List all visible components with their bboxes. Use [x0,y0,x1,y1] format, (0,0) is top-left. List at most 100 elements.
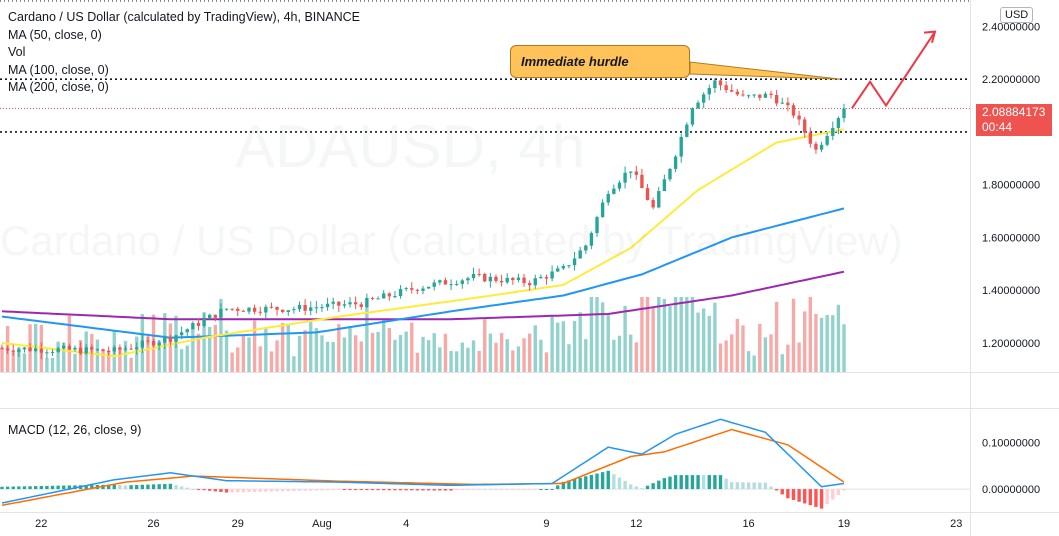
last-price-tag: 2.08884173 00:44 [976,104,1052,136]
volume-bar [185,345,189,372]
volume-bar [668,306,672,372]
symbol-title[interactable]: Cardano / US Dollar (calculated by Tradi… [8,10,361,24]
macd-histogram-bar [836,489,841,495]
candle-body [415,289,420,291]
volume-bar [752,355,756,372]
volume-bar [370,332,375,372]
candle-body [612,188,616,194]
volume-bar [634,342,638,372]
candle-body [814,143,818,150]
candle-body [600,202,605,218]
volume-bar [578,312,582,372]
macd-histogram-bar [774,489,779,491]
volume-bar [404,331,408,372]
candle-body [370,297,375,299]
candle-body [443,280,448,285]
macd-histogram-bar [662,478,667,490]
volume-bar [264,327,268,372]
volume-bar [831,315,835,372]
volume-bar [320,335,324,372]
candle-body [297,305,302,310]
volume-bar [376,331,380,372]
volume-bar [56,341,60,372]
volume-bar [275,340,279,372]
candle-body [511,277,515,281]
price-tick-label: 2.40000000 [982,21,1040,33]
time-tick-label: 26 [147,518,159,530]
macd-histogram-bar [185,487,189,490]
macd-line [1,418,845,504]
macd-tick-label: 0.10000000 [982,438,1040,450]
macd-histogram-bar [606,470,610,490]
candle-body [342,304,347,306]
macd-histogram-bar [713,475,717,490]
volume-bar [123,340,128,372]
macd-histogram-bar [634,486,638,490]
volume-bar [213,325,217,372]
time-tick-label: 23 [950,518,962,530]
candle-body [365,297,369,307]
macd-legend[interactable]: MACD (12, 26, close, 9) [8,423,142,437]
macd-histogram-bar [477,489,481,491]
macd-histogram-bar [398,489,403,491]
candle-body [449,284,453,286]
candle-body [106,351,111,353]
candle-body [95,349,100,351]
volume-bar [325,341,330,372]
candle-body [33,348,38,352]
macd-histogram-bar [404,489,408,491]
macd-histogram-bar [297,489,302,491]
volume-bar [718,343,723,372]
macd-histogram-bar [752,482,756,490]
macd-histogram-bar [825,489,829,505]
volume-bar [202,312,206,372]
volume-bar [208,326,212,372]
legend-vol[interactable]: Vol [8,45,26,59]
macd-histogram-bar [151,484,156,490]
legend-ma50[interactable]: MA (50, close, 0) [8,27,102,42]
volume-bar [522,338,526,372]
candle-body [539,277,543,279]
volume-bar [808,297,813,372]
volume-bar [331,341,335,372]
legend-ma100[interactable]: MA (100, close, 0) [8,62,109,77]
volume-bar [640,297,644,372]
candle-body [151,341,156,346]
time-tick-label: 12 [630,518,642,530]
immediate-hurdle-callout[interactable]: Immediate hurdle [510,45,690,78]
volume-bar [511,350,515,372]
candle-body [56,348,60,352]
volume-bar [415,352,420,372]
volume-bar [690,297,695,372]
volume-bar [814,313,818,372]
candle-body [488,276,493,282]
last-price-value: 2.08884173 [982,105,1046,119]
legend-ma200[interactable]: MA (200, close, 0) [8,80,109,94]
candle-body [353,302,358,305]
volume-bar [443,333,448,372]
volume-bar [651,307,655,372]
candle-body [421,288,425,291]
candle-body [11,350,15,352]
macd-histogram-bar [426,489,431,491]
macd-histogram-bar [786,489,790,499]
candle-body [17,349,21,352]
volume-bar [791,298,796,372]
volume-bar [696,312,700,372]
macd-histogram-bar [415,489,420,491]
candle-body [348,302,352,305]
volume-bar [157,340,161,372]
macd-histogram-bar [494,489,498,491]
macd-histogram-bar [174,485,178,490]
candle-body [589,233,594,246]
volume-bar [758,323,762,372]
macd-histogram-bar [191,488,195,490]
candle-body [623,172,627,183]
macd-histogram-bar [168,483,173,490]
macd-histogram-bar [516,489,521,491]
volume-bar [426,340,431,372]
volume-bar [494,342,498,372]
currency-button[interactable]: USD [1000,7,1034,23]
